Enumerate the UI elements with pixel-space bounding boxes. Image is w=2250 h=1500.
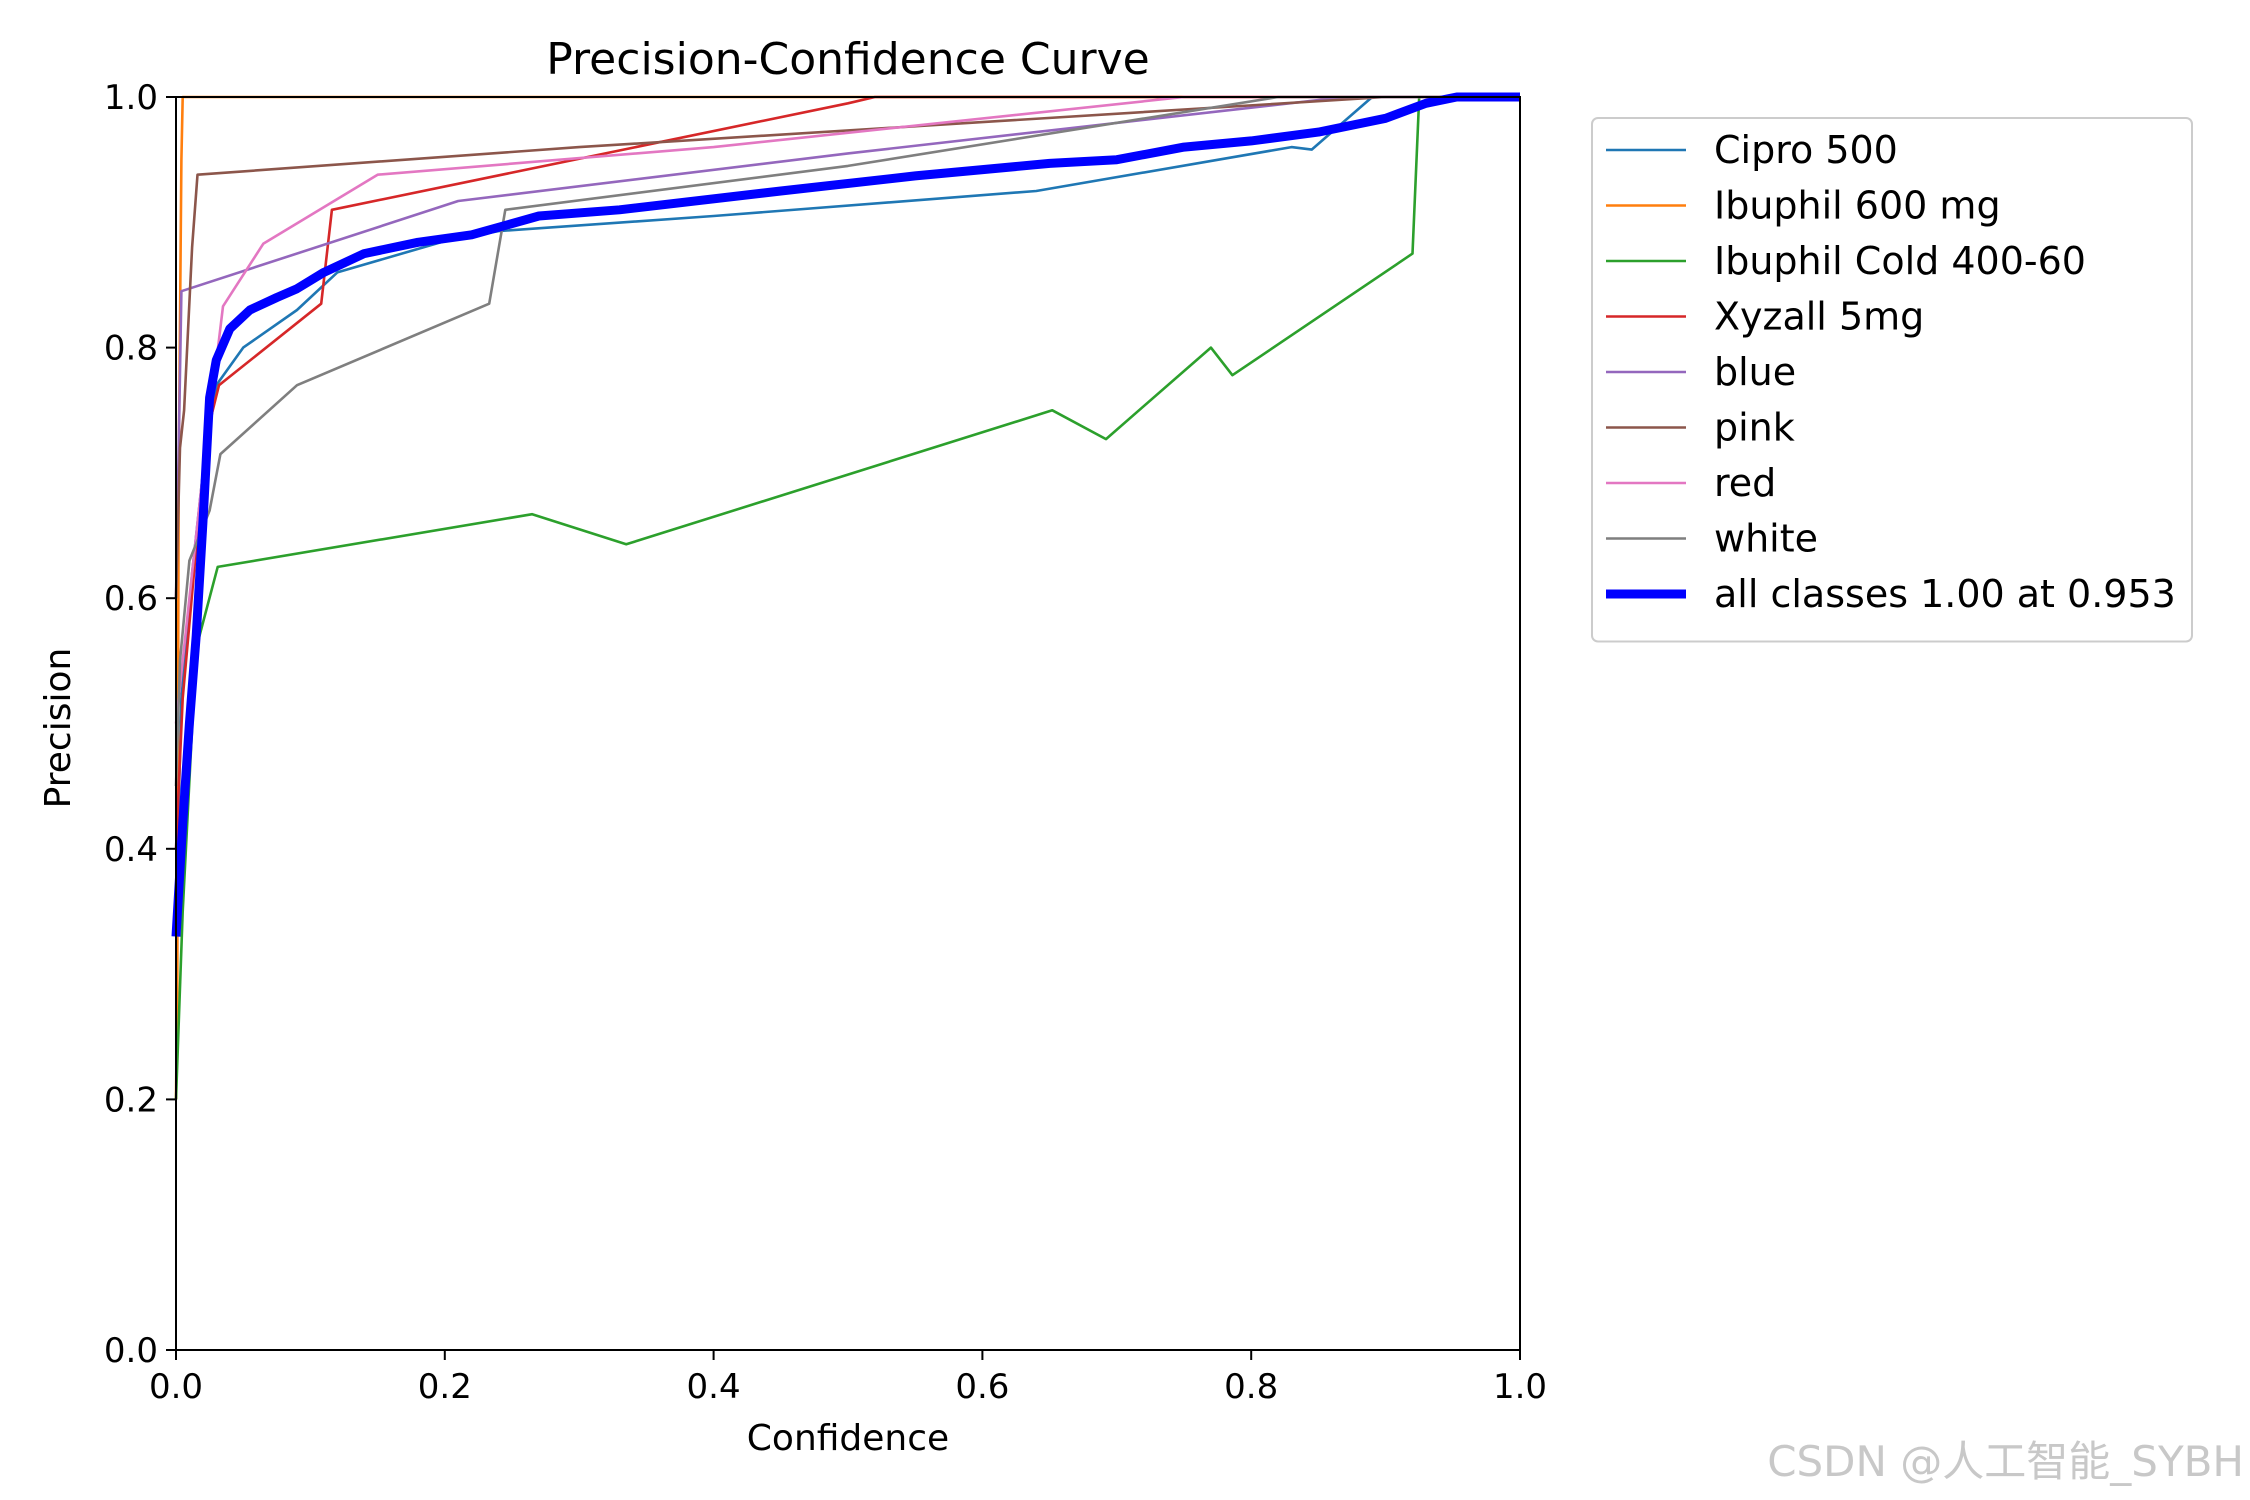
y-tick-label: 0.6 bbox=[104, 579, 158, 619]
y-axis: 0.0 0.2 0.4 0.6 0.8 1.0 bbox=[104, 78, 176, 1371]
x-tick-label: 0.8 bbox=[1224, 1367, 1278, 1407]
series-line-8 bbox=[171, 92, 1520, 937]
x-tick-label: 0.2 bbox=[418, 1367, 472, 1407]
y-tick-label: 1.0 bbox=[104, 78, 158, 118]
y-tick-label: 0.4 bbox=[104, 830, 158, 870]
plot-area bbox=[171, 92, 1521, 1351]
series-line-7 bbox=[174, 95, 1520, 787]
legend-label: Ibuphil Cold 400-60 bbox=[1714, 239, 2086, 283]
legend-label: pink bbox=[1714, 406, 1795, 450]
legend: Cipro 500 Ibuphil 600 mg Ibuphil Cold 400-… bbox=[1591, 117, 2193, 643]
x-tick-label: 0.0 bbox=[149, 1367, 203, 1407]
legend-label: Ibuphil 600 mg bbox=[1714, 184, 2001, 228]
x-axis-label: Confidence bbox=[747, 1418, 949, 1459]
x-tick-label: 0.4 bbox=[687, 1367, 741, 1407]
legend-label: all classes 1.00 at 0.953 bbox=[1714, 572, 2176, 616]
legend-label: white bbox=[1714, 517, 1818, 561]
series-line-5 bbox=[174, 95, 1520, 599]
x-tick-label: 0.6 bbox=[955, 1367, 1009, 1407]
series-line-3 bbox=[174, 95, 1520, 849]
legend-label: Cipro 500 bbox=[1714, 128, 1898, 172]
x-axis: 0.0 0.2 0.4 0.6 0.8 1.0 bbox=[149, 1350, 1547, 1407]
legend-label: red bbox=[1714, 461, 1776, 505]
plot-frame bbox=[175, 96, 1521, 1351]
y-tick-label: 0.8 bbox=[104, 329, 158, 369]
y-axis-label: Precision bbox=[38, 648, 79, 809]
legend-label: Xyzall 5mg bbox=[1714, 295, 1924, 339]
x-tick-label: 1.0 bbox=[1493, 1367, 1547, 1407]
watermark: CSDN @人工智能_SYBH bbox=[1767, 1437, 2244, 1486]
legend-label: blue bbox=[1714, 350, 1796, 394]
legend-box bbox=[1591, 117, 2193, 643]
y-tick-label: 0.0 bbox=[104, 1331, 158, 1371]
chart-title: Precision-Confidence Curve bbox=[546, 34, 1149, 85]
y-tick-label: 0.2 bbox=[104, 1080, 158, 1120]
